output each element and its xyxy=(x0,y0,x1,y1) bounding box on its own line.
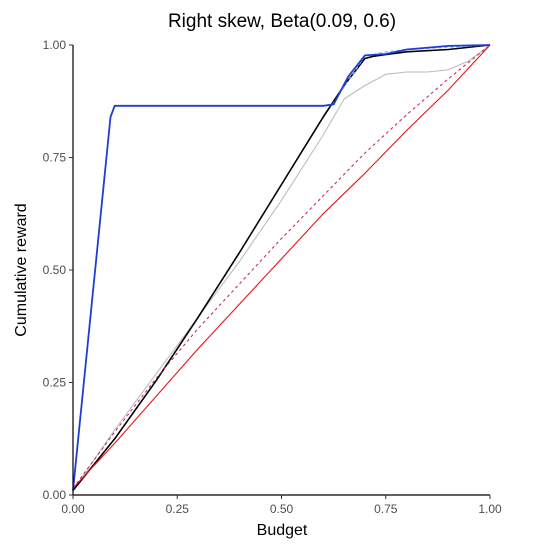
series-line-6 xyxy=(72,44,491,491)
x-tick-label: 0.25 xyxy=(166,502,190,516)
y-tick-label: 0.75 xyxy=(43,151,67,165)
y-tick-label: 1.00 xyxy=(43,38,67,52)
y-tick-label: 0.00 xyxy=(43,488,67,502)
axes-layer: 0.00 0.25 0.50 0.75 1.00 0.00 0.25 0.50 0.75 1.00 xyxy=(43,38,502,516)
series-line-4 xyxy=(72,44,491,489)
x-tick-label: 0.75 xyxy=(374,502,398,516)
series-layer xyxy=(72,44,491,492)
x-tick-label: 0.50 xyxy=(270,502,294,516)
x-tick-label: 0.00 xyxy=(61,502,85,516)
y-axis-title: Cumulative reward xyxy=(13,203,30,336)
x-axis-title: Budget xyxy=(257,522,308,539)
series-line-3 xyxy=(72,44,491,489)
series-line-5 xyxy=(72,44,491,491)
chart-title: Right skew, Beta(0.09, 0.6) xyxy=(168,11,396,32)
y-tick-label: 0.25 xyxy=(43,376,67,390)
series-line-1 xyxy=(72,44,491,491)
series-line-2 xyxy=(72,44,491,492)
x-tick-label: 1.00 xyxy=(478,502,502,516)
y-tick-label: 0.50 xyxy=(43,263,67,277)
